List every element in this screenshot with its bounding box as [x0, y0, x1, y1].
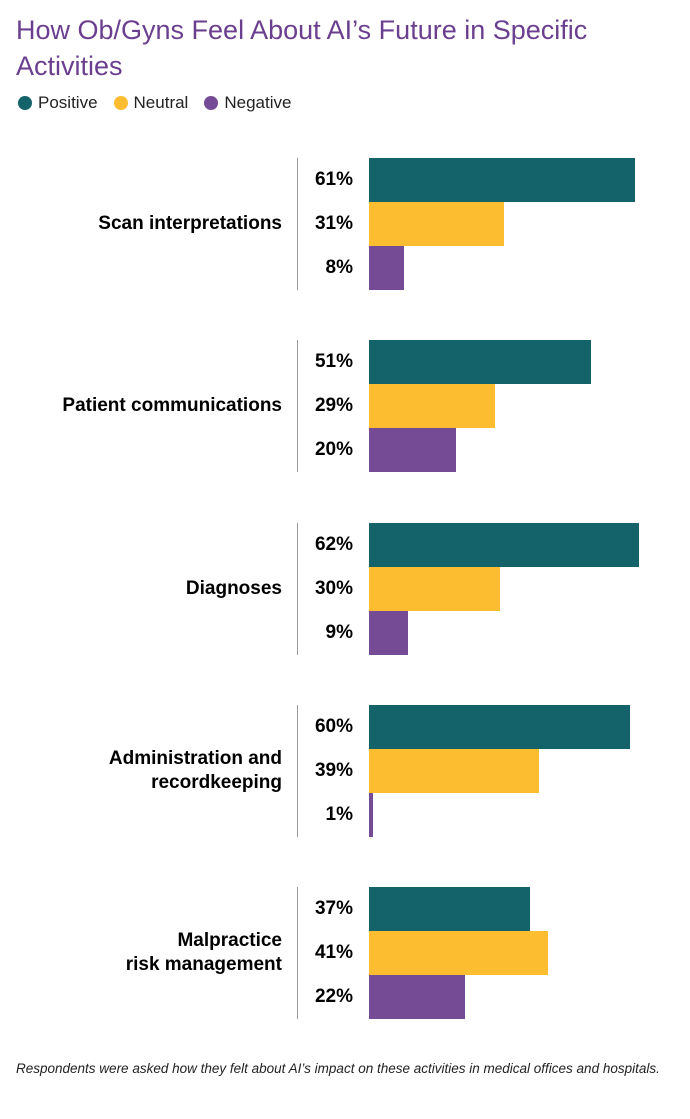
- bar: [369, 522, 639, 567]
- category-label: Administration and recordkeeping: [108, 747, 282, 793]
- divider: [297, 158, 298, 290]
- value-label: 39%: [314, 759, 353, 781]
- divider: [297, 522, 298, 655]
- value-label: 37%: [314, 898, 353, 920]
- category-label: Diagnoses: [185, 577, 282, 599]
- value-label: 51%: [314, 351, 353, 373]
- divider: [297, 340, 298, 473]
- legend-label: Neutral: [133, 93, 189, 112]
- bar: [369, 792, 374, 837]
- legend-item: Neutral: [113, 93, 189, 113]
- value-label: 30%: [314, 577, 353, 599]
- bar: [369, 931, 548, 976]
- bar: [369, 566, 500, 611]
- value-label: 1%: [325, 803, 353, 825]
- bar: [369, 158, 635, 202]
- bar: [369, 202, 504, 246]
- value-label: 61%: [314, 169, 353, 190]
- value-label: 60%: [314, 715, 353, 737]
- chart-title: How Ob/Gyns Feel About AI’s Future in Sp…: [16, 15, 588, 81]
- category-label: Patient communications: [62, 395, 282, 417]
- bar: [369, 610, 409, 655]
- bar: [369, 975, 465, 1020]
- value-label: 62%: [314, 533, 353, 555]
- bar: [369, 748, 539, 793]
- category-label: Scan interpretations: [98, 213, 282, 234]
- bar: [369, 704, 631, 749]
- value-label: 8%: [325, 257, 353, 278]
- bar: [369, 384, 496, 429]
- legend: Positive Neutral Negative: [18, 93, 291, 113]
- value-label: 31%: [314, 213, 353, 234]
- divider: [297, 704, 298, 837]
- bar: [369, 887, 531, 932]
- legend-label: Negative: [224, 93, 292, 112]
- value-label: 22%: [314, 986, 353, 1008]
- legend-item: Positive: [18, 93, 98, 113]
- category-label: Malpractice risk management: [125, 930, 282, 976]
- value-label: 9%: [325, 621, 353, 643]
- footnote: Respondents were asked how they felt abo…: [16, 1061, 660, 1076]
- legend-marker: [113, 96, 128, 110]
- legend-label: Positive: [38, 93, 98, 112]
- value-label: 29%: [314, 395, 353, 417]
- bar: [369, 428, 457, 473]
- legend-marker: [18, 96, 32, 110]
- legend-item: Negative: [204, 93, 291, 113]
- bar: [369, 246, 404, 290]
- bar: [369, 340, 592, 385]
- value-label: 41%: [314, 942, 353, 964]
- legend-marker: [204, 96, 219, 110]
- divider: [297, 887, 298, 1020]
- value-label: 20%: [314, 439, 353, 461]
